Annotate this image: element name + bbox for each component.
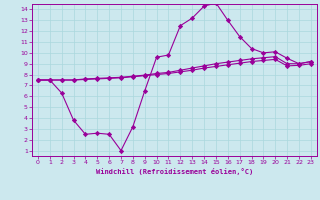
X-axis label: Windchill (Refroidissement éolien,°C): Windchill (Refroidissement éolien,°C) [96, 168, 253, 175]
